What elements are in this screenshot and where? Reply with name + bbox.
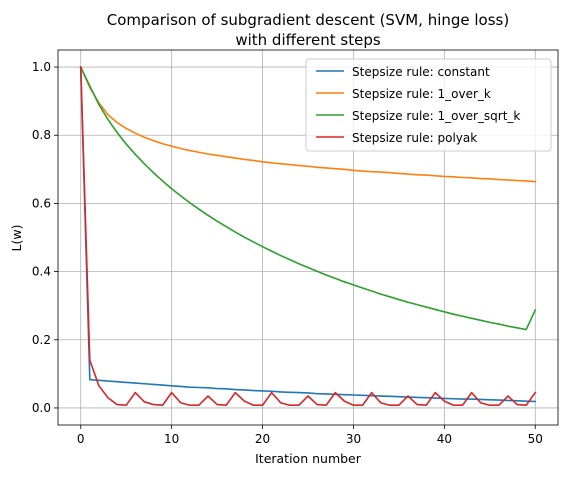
x-tick-label: 30	[346, 432, 361, 446]
chart-title-line-2: with different steps	[235, 31, 381, 49]
x-tick-label: 20	[255, 432, 270, 446]
series-line-2	[79, 65, 537, 183]
x-tick-label: 0	[77, 432, 85, 446]
y-axis-label: L(w)	[9, 225, 24, 252]
legend: Stepsize rule: constant Stepsize rule: 1_…	[305, 58, 552, 152]
legend-box	[305, 58, 552, 152]
y-tick-label: 0.6	[32, 196, 51, 210]
series-lines	[79, 65, 537, 407]
legend-label: Stepsize rule: polyak	[352, 131, 477, 145]
y-tick-label: 0.2	[32, 333, 51, 347]
y-tick-label: 0.4	[32, 265, 51, 279]
x-tick-label: 50	[528, 432, 543, 446]
x-axis-label: Iteration number	[255, 451, 362, 466]
series-line-3	[79, 65, 537, 331]
y-tick-label: 1.0	[32, 60, 51, 74]
y-tick-label: 0.0	[32, 401, 51, 415]
chart-title-line-1: Comparison of subgradient descent (SVM, …	[107, 11, 509, 29]
x-tick-label: 10	[164, 432, 179, 446]
legend-entries: Stepsize rule: constant Stepsize rule: 1_…	[316, 65, 520, 145]
y-tick-label: 0.8	[32, 128, 51, 142]
series-line-1	[79, 66, 537, 403]
legend-label: Stepsize rule: constant	[352, 65, 490, 79]
axis-ticks: 0 10 20 30 40 50 0.0 0.2 0.4 0.6 0.8 1.0	[32, 60, 543, 446]
x-tick-label: 40	[437, 432, 452, 446]
legend-label: Stepsize rule: 1_over_sqrt_k	[352, 109, 520, 123]
series-line-4	[79, 66, 537, 407]
legend-label: Stepsize rule: 1_over_k	[352, 87, 491, 101]
axes-frame	[57, 49, 559, 426]
